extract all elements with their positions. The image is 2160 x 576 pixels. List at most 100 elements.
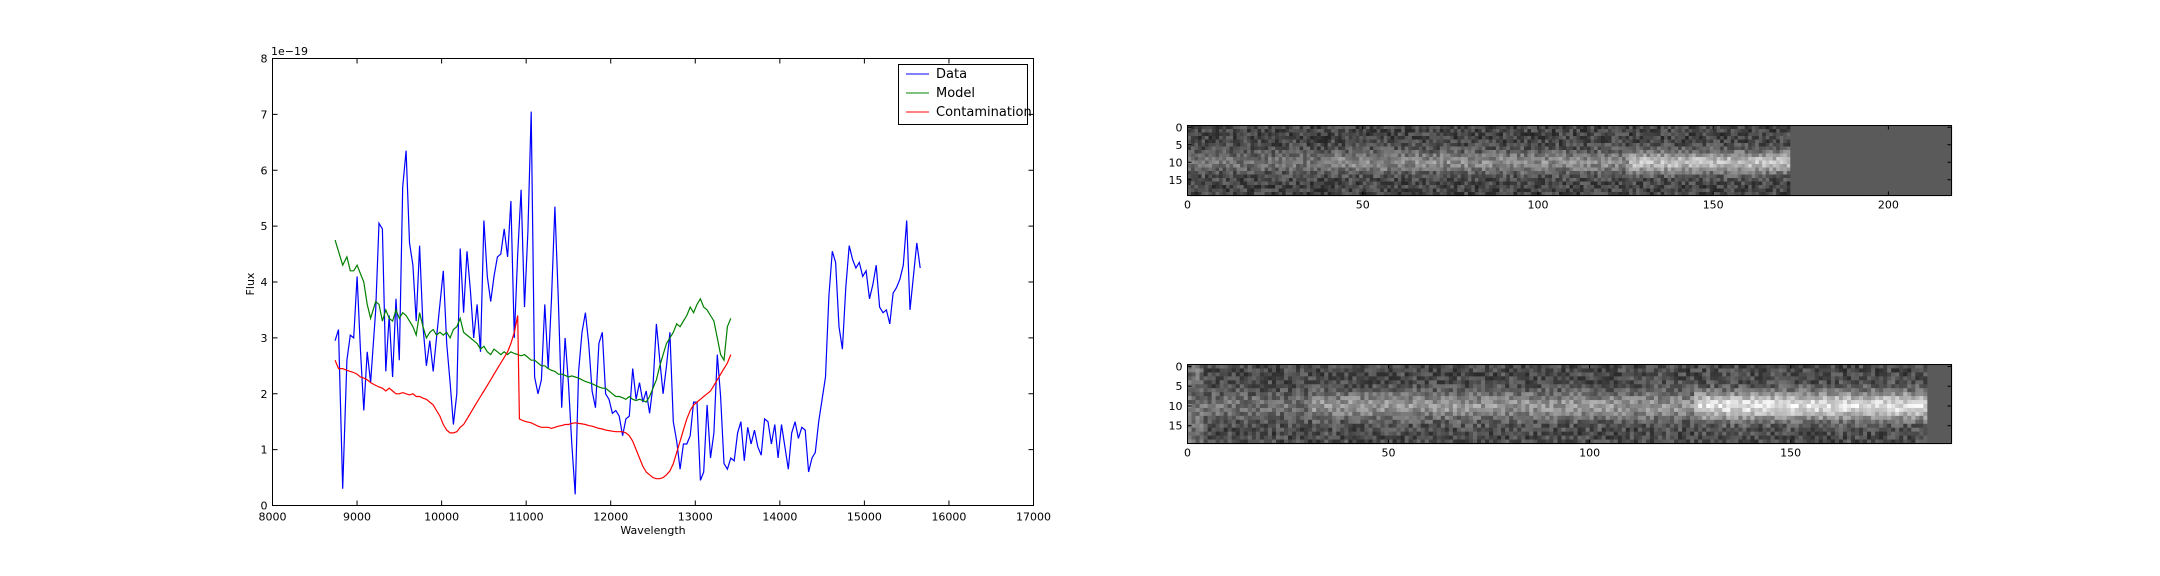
- pixel: [1618, 192, 1623, 197]
- pixel: [1870, 157, 1875, 162]
- pixel: [1247, 439, 1253, 445]
- pixel: [1415, 171, 1420, 176]
- pixel: [1755, 167, 1760, 172]
- pixel: [1793, 164, 1798, 169]
- pixel: [1671, 181, 1676, 186]
- pixel: [1362, 157, 1367, 162]
- pixel: [1650, 164, 1655, 169]
- pixel: [1355, 132, 1360, 137]
- plot-frame: [272, 58, 1034, 506]
- pixel: [1562, 143, 1567, 148]
- pixel: [1516, 188, 1522, 193]
- pixel: [1369, 164, 1374, 169]
- pixel: [1471, 192, 1476, 197]
- pixel: [1478, 146, 1483, 151]
- pixel: [1555, 174, 1560, 179]
- pixel: [1576, 153, 1581, 158]
- pixel: [1425, 153, 1430, 158]
- pixel: [1376, 185, 1381, 190]
- pixel: [1748, 185, 1753, 190]
- pixel: [1544, 129, 1550, 134]
- pixel: [1439, 188, 1444, 193]
- pixel: [1415, 146, 1420, 151]
- pixel: [1506, 153, 1511, 158]
- pixel: [1243, 384, 1249, 389]
- pixel: [1467, 174, 1472, 179]
- pixel: [1814, 178, 1819, 183]
- pixel: [1856, 188, 1861, 193]
- pixel: [1203, 423, 1209, 429]
- pixel: [1597, 143, 1602, 148]
- pixel: [1727, 139, 1732, 144]
- pixel: [1604, 136, 1609, 141]
- pixel: [1587, 178, 1592, 183]
- pixel: [1615, 171, 1620, 176]
- pixel: [1401, 174, 1406, 179]
- pixel: [1569, 171, 1574, 176]
- pixel: [1611, 181, 1616, 186]
- pixel: [1481, 185, 1486, 190]
- pixel: [1548, 125, 1553, 130]
- pixel: [1226, 143, 1231, 148]
- pixel: [1345, 153, 1350, 158]
- pixel: [1243, 136, 1248, 141]
- pixel: [1250, 185, 1255, 190]
- pixel: [1832, 157, 1837, 162]
- pixel: [1590, 132, 1595, 137]
- pixel: [1292, 396, 1297, 401]
- pixel: [1348, 181, 1353, 186]
- pixel: [1331, 160, 1336, 165]
- pixel: [1207, 400, 1213, 405]
- pixel: [1562, 150, 1567, 155]
- pixel: [1446, 160, 1451, 165]
- pixel: [1264, 178, 1269, 183]
- pixel: [1513, 125, 1518, 130]
- pixel: [1884, 164, 1890, 169]
- pixel: [1474, 174, 1479, 179]
- pixel: [1397, 171, 1402, 176]
- pixel: [1250, 136, 1255, 141]
- pixel: [1235, 427, 1241, 433]
- pixel: [1650, 188, 1655, 193]
- x-tick-label: 17000: [1016, 511, 1051, 524]
- pixel: [1541, 181, 1546, 186]
- pixel: [1755, 153, 1760, 158]
- pixel: [1267, 380, 1273, 385]
- pixel: [1632, 132, 1637, 137]
- pixel: [1233, 143, 1238, 148]
- pixel: [1569, 146, 1574, 151]
- pixel: [1275, 132, 1280, 137]
- pixel: [1313, 164, 1318, 169]
- pixel: [1902, 171, 1907, 176]
- pixel: [1898, 150, 1904, 155]
- pixel: [1404, 171, 1409, 176]
- pixel: [1895, 125, 1900, 130]
- pixel: [1250, 188, 1255, 193]
- pixel: [1520, 160, 1525, 165]
- pixel: [1912, 129, 1918, 134]
- pixel: [1594, 146, 1599, 151]
- pixel: [1923, 150, 1928, 155]
- pixel: [1846, 136, 1851, 141]
- pixel: [1874, 178, 1879, 183]
- pixel: [1569, 188, 1574, 193]
- pixel: [1366, 167, 1371, 172]
- pixel: [1751, 129, 1756, 134]
- pixel: [1219, 174, 1224, 179]
- pixel: [1797, 192, 1802, 197]
- pixel: [1737, 185, 1742, 190]
- pixel: [1191, 143, 1196, 148]
- pixel: [1741, 132, 1746, 137]
- pixel: [1327, 150, 1332, 155]
- pixel: [1264, 192, 1269, 197]
- pixel: [1874, 153, 1879, 158]
- pixel: [1580, 178, 1585, 183]
- x-tick-label: 9000: [343, 511, 371, 524]
- pixel: [1215, 171, 1220, 176]
- pixel: [1671, 160, 1676, 165]
- pixel: [1310, 178, 1315, 183]
- pixel: [1408, 129, 1413, 134]
- pixel: [1874, 171, 1879, 176]
- pixel: [1569, 139, 1574, 144]
- pixel: [1516, 136, 1522, 141]
